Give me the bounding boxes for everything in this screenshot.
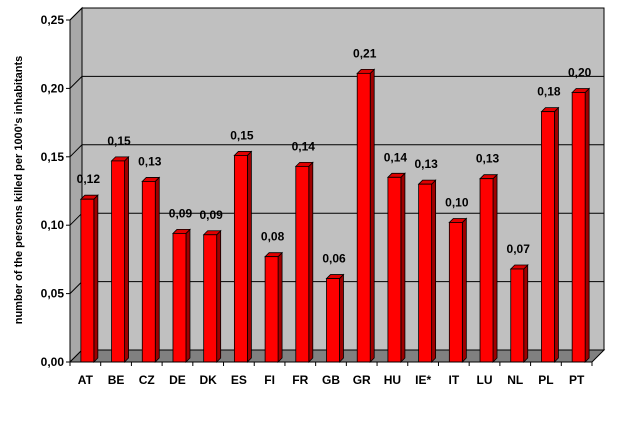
bar-es: 0,15 (230, 128, 254, 363)
bar-front (541, 111, 555, 363)
bar-it: 0,10 (445, 195, 469, 363)
data-label: 0,09 (169, 206, 193, 220)
bar-front (264, 256, 279, 363)
bar-side (308, 161, 314, 363)
bar-side (246, 150, 252, 363)
data-label: 0,13 (476, 152, 500, 166)
x-tick-label: DE (169, 373, 186, 387)
x-tick-label: GR (353, 373, 371, 387)
y-tick-label: 0,15 (41, 150, 65, 164)
data-label: 0,08 (261, 230, 285, 244)
bar-side (93, 194, 99, 363)
bar-side (584, 87, 590, 363)
x-tick-label: LU (477, 373, 493, 387)
bar-front (418, 183, 433, 363)
bar-side (431, 179, 437, 363)
y-tick-label: 0,05 (41, 287, 65, 301)
gridline (69, 144, 604, 158)
bar-front (356, 72, 371, 363)
data-label: 0,14 (384, 150, 408, 164)
bar-front (203, 234, 218, 363)
x-tick-label: FI (264, 373, 275, 387)
bar-side (492, 173, 498, 363)
y-tick-label: 0,25 (41, 13, 65, 27)
bar-ie: 0,13 (414, 157, 438, 363)
bar-fr: 0,14 (292, 139, 316, 363)
bar-side (400, 172, 406, 363)
bar-side (554, 106, 559, 363)
x-tick-label: BE (108, 373, 125, 387)
data-label: 0,09 (199, 208, 223, 222)
bar-front (510, 268, 525, 363)
bar-de: 0,09 (169, 206, 193, 363)
x-tick-label: HU (384, 373, 401, 387)
bar-front (295, 165, 310, 363)
bar-side (277, 251, 283, 363)
bar-fi: 0,08 (261, 230, 285, 363)
bars: 0,12 0,15 0,13 0,09 0,09 0,15 0,08 0,14 0,06 0,21… (77, 46, 592, 363)
bar-side (339, 273, 344, 363)
bar-at: 0,12 (77, 172, 101, 363)
y-axis-title: number of the persons killed per 1000's … (13, 56, 25, 325)
x-tick-label: ES (231, 373, 247, 387)
bar-side (369, 68, 375, 363)
bar-front (233, 155, 248, 363)
bar-side (154, 176, 160, 363)
y-tick-label: 0,20 (41, 81, 65, 95)
y-axis: 0,00 0,05 0,10 0,15 0,20 0,25 (41, 13, 71, 369)
x-tick-label: PL (538, 373, 553, 387)
bar-side (216, 229, 222, 363)
x-tick-label: FR (292, 373, 308, 387)
gridline (69, 7, 604, 21)
data-label: 0,20 (568, 66, 592, 80)
bar-hu: 0,14 (384, 150, 408, 363)
bar-front (571, 92, 586, 363)
bar-side (124, 155, 129, 363)
x-tick-label: IT (448, 373, 459, 387)
bar-front (80, 198, 95, 363)
gridline (69, 75, 604, 89)
x-tick-label: CZ (139, 373, 155, 387)
bar-side (185, 228, 191, 363)
data-label: 0,07 (507, 242, 531, 256)
data-label: 0,18 (537, 85, 561, 99)
bar-front (326, 278, 340, 363)
bar-front (479, 178, 494, 363)
data-label: 0,13 (414, 157, 438, 171)
bar-front (141, 181, 156, 363)
x-tick-label: GB (322, 373, 340, 387)
bar-be: 0,15 (107, 134, 131, 363)
bar-side (523, 264, 529, 363)
data-label: 0,15 (107, 134, 131, 148)
data-label: 0,21 (353, 46, 377, 60)
data-label: 0,10 (445, 195, 469, 209)
bar-pt: 0,20 (568, 66, 592, 363)
bar-side (461, 217, 467, 363)
data-label: 0,12 (77, 172, 101, 186)
bar-cz: 0,13 (138, 154, 162, 363)
bar-pl: 0,18 (537, 85, 561, 363)
x-tick-label: AT (78, 373, 94, 387)
data-label: 0,15 (230, 128, 254, 142)
x-tick-label: PT (569, 373, 585, 387)
bar-lu: 0,13 (476, 152, 500, 363)
bar-front (448, 222, 463, 363)
y-tick-label: 0,10 (41, 218, 65, 232)
data-label: 0,06 (322, 252, 346, 266)
x-tick-label: DK (200, 373, 218, 387)
bar-gr: 0,21 (353, 46, 377, 363)
bar-front (111, 160, 125, 363)
data-label: 0,14 (292, 139, 316, 153)
bar-gb: 0,06 (322, 252, 346, 363)
bar-front (172, 233, 187, 363)
data-label: 0,13 (138, 154, 162, 168)
x-tick-label: NL (507, 373, 523, 387)
y-tick-label: 0,00 (41, 355, 65, 369)
x-tick-label: IE* (415, 373, 431, 387)
bar-front (387, 176, 402, 363)
bar-nl: 0,07 (507, 242, 531, 363)
x-axis: AT BE CZ DE DK ES FI FR GB GR HU IE* IT LU NL PL PT (69, 361, 593, 387)
